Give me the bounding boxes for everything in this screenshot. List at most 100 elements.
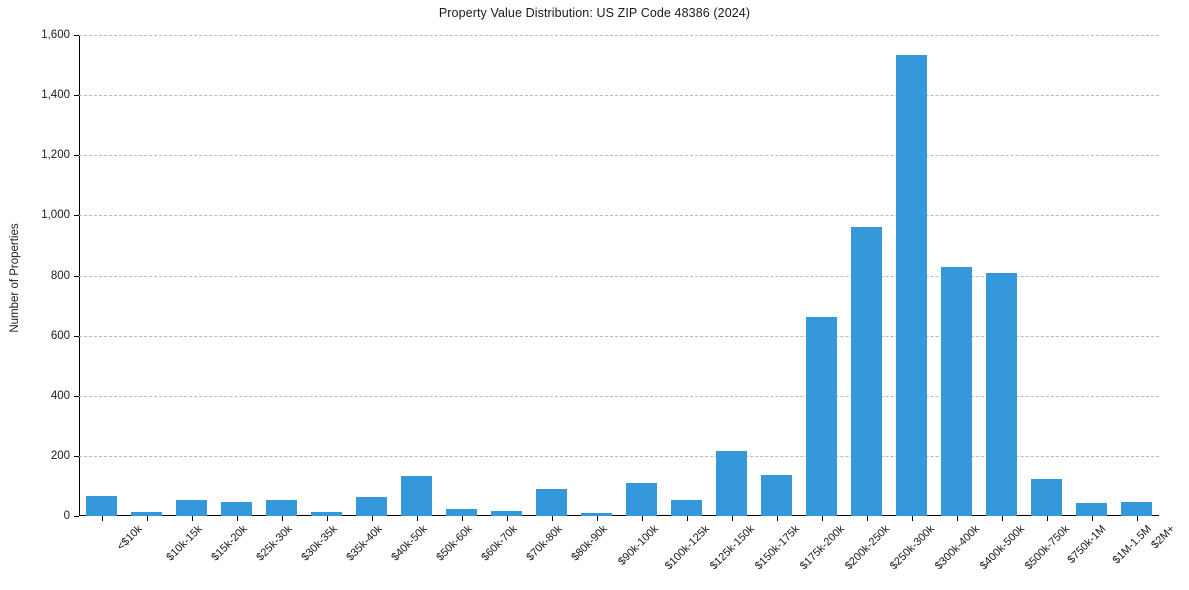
x-tick-label: $300k-400k xyxy=(932,523,982,573)
gridline xyxy=(79,455,1159,457)
x-tick-label: $200k-250k xyxy=(842,523,892,573)
bar[interactable] xyxy=(671,500,702,516)
x-tick-mark xyxy=(236,516,238,521)
x-tick-mark xyxy=(1046,516,1048,521)
x-tick-label: $80k-90k xyxy=(568,523,610,564)
y-tick-mark xyxy=(74,275,79,277)
bar[interactable] xyxy=(356,497,387,516)
x-tick-mark xyxy=(641,516,643,521)
x-tick-label: $500k-750k xyxy=(1022,523,1072,573)
x-tick-mark xyxy=(776,516,778,521)
x-tick-label: $40k-50k xyxy=(388,523,430,564)
bar[interactable] xyxy=(311,512,342,516)
y-tick-mark xyxy=(74,516,79,517)
x-tick-mark xyxy=(821,516,823,521)
y-tick-label: 600 xyxy=(50,329,70,342)
gridline xyxy=(79,335,1159,337)
x-tick-mark xyxy=(1001,516,1003,521)
bar[interactable] xyxy=(851,227,882,516)
bar[interactable] xyxy=(536,488,567,516)
x-tick-mark xyxy=(506,516,508,521)
bar[interactable] xyxy=(716,451,747,516)
bar[interactable] xyxy=(581,512,612,516)
gridline xyxy=(79,95,1159,97)
y-tick-label: 800 xyxy=(50,269,70,282)
bar[interactable] xyxy=(761,475,792,516)
bar[interactable] xyxy=(266,500,297,516)
y-tick-label: 1,000 xyxy=(41,209,70,222)
x-tick-label: $90k-100k xyxy=(615,523,661,568)
bar[interactable] xyxy=(896,55,927,516)
x-tick-label: $175k-200k xyxy=(797,523,847,573)
x-tick-mark xyxy=(686,516,688,521)
x-tick-label: $125k-150k xyxy=(707,523,757,573)
y-tick-mark xyxy=(74,455,79,457)
y-tick-label: 200 xyxy=(50,449,70,462)
bar[interactable] xyxy=(806,316,837,516)
y-tick-label: 1,400 xyxy=(41,89,70,102)
y-tick-mark xyxy=(74,155,79,157)
y-tick-mark xyxy=(74,35,79,36)
x-tick-mark xyxy=(326,516,328,521)
x-tick-label: $15k-20k xyxy=(208,523,250,564)
bar[interactable] xyxy=(131,512,162,516)
bar[interactable] xyxy=(401,476,432,516)
y-tick-label: 1,600 xyxy=(41,29,70,41)
x-tick-mark xyxy=(866,516,868,521)
x-tick-label: $50k-60k xyxy=(433,523,475,564)
bar[interactable] xyxy=(626,482,657,516)
x-tick-label: $1M-1.5M xyxy=(1110,523,1154,567)
x-tick-label: $30k-35k xyxy=(298,523,340,564)
bar[interactable] xyxy=(86,495,117,516)
x-tick-mark xyxy=(731,516,733,521)
x-tick-label: $10k-15k xyxy=(163,523,205,564)
x-tick-mark xyxy=(956,516,958,521)
gridline xyxy=(79,35,1159,36)
x-tick-label: $60k-70k xyxy=(478,523,520,564)
bar[interactable] xyxy=(491,510,522,516)
x-tick-mark xyxy=(371,516,373,521)
gridline xyxy=(79,275,1159,277)
x-tick-label: $35k-40k xyxy=(343,523,385,564)
x-tick-mark xyxy=(461,516,463,521)
plot-area: 0 200 400 600 800 1,000 1,200 1,400 1,600 <$10k $… xyxy=(41,29,1177,572)
x-tick-mark xyxy=(101,516,103,521)
x-tick-label: $400k-500k xyxy=(977,523,1027,573)
bar[interactable] xyxy=(1076,503,1107,516)
gridline xyxy=(79,155,1159,157)
y-tick-mark xyxy=(74,95,79,97)
bar[interactable] xyxy=(446,509,477,516)
y-tick-mark xyxy=(74,215,79,217)
bar[interactable] xyxy=(941,267,972,516)
y-tick-mark xyxy=(74,335,79,337)
x-tick-label: $150k-175k xyxy=(752,523,802,573)
x-tick-label: $2M+ xyxy=(1148,523,1177,552)
x-tick-mark xyxy=(596,516,598,521)
x-tick-mark xyxy=(146,516,148,521)
x-tick-mark xyxy=(191,516,193,521)
y-tick-mark xyxy=(74,395,79,397)
x-tick-label: $70k-80k xyxy=(523,523,565,564)
bar[interactable] xyxy=(1121,502,1152,516)
y-tick-label: 400 xyxy=(50,389,70,402)
chart-title: Property Value Distribution: US ZIP Code… xyxy=(438,6,751,20)
x-tick-mark xyxy=(1091,516,1093,521)
x-tick-mark xyxy=(416,516,418,521)
bar[interactable] xyxy=(221,502,252,516)
x-tick-mark xyxy=(551,516,553,521)
x-tick-mark xyxy=(911,516,913,521)
x-tick-mark xyxy=(1136,516,1138,521)
x-tick-mark xyxy=(281,516,283,521)
bar[interactable] xyxy=(986,272,1017,516)
bar[interactable] xyxy=(176,500,207,516)
y-tick-label: 1,200 xyxy=(41,149,70,162)
x-tick-label: $100k-125k xyxy=(662,523,712,573)
bar[interactable] xyxy=(1031,479,1062,516)
gridline xyxy=(79,215,1159,217)
x-tick-label: $25k-30k xyxy=(253,523,295,564)
x-tick-label: $250k-300k xyxy=(887,523,937,573)
x-tick-label: <$10k xyxy=(114,523,145,553)
gridline xyxy=(79,395,1159,397)
y-tick-label: 0 xyxy=(63,510,70,522)
